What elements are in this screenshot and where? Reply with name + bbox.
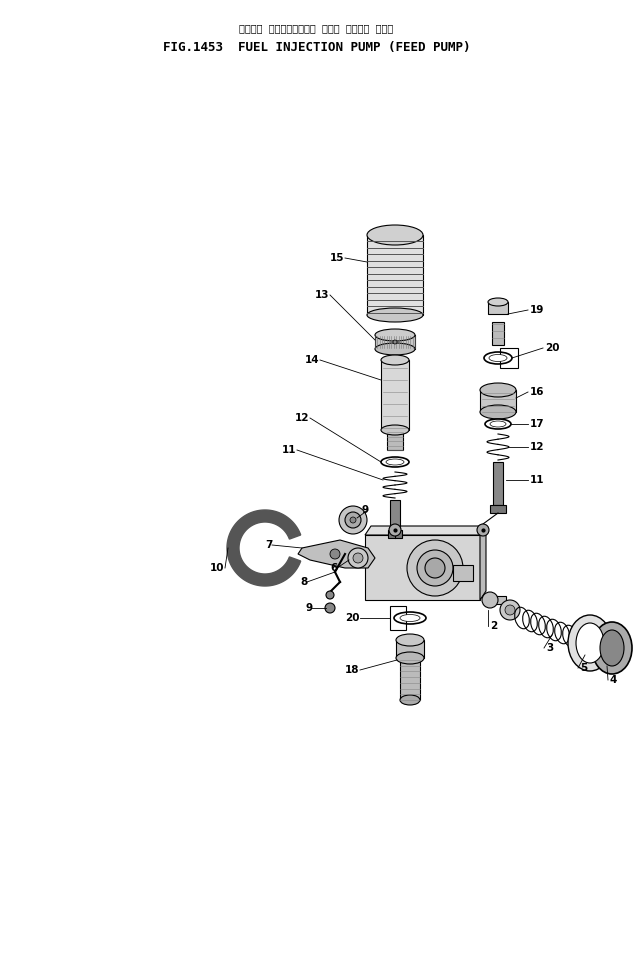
Text: 17: 17 [530, 419, 544, 429]
Text: 4: 4 [610, 675, 617, 685]
Text: 12: 12 [530, 442, 544, 452]
Bar [396, 640, 424, 658]
Text: 7: 7 [265, 540, 272, 550]
Ellipse shape [490, 421, 506, 427]
Text: 10: 10 [210, 563, 225, 573]
Circle shape [407, 540, 463, 596]
Bar [390, 606, 406, 630]
Text: FIG.1453  FUEL INJECTION PUMP (FEED PUMP): FIG.1453 FUEL INJECTION PUMP (FEED PUMP) [163, 42, 470, 55]
Ellipse shape [592, 622, 632, 674]
Text: 15: 15 [330, 253, 344, 263]
Ellipse shape [488, 298, 508, 306]
Circle shape [350, 517, 356, 523]
Text: 5: 5 [580, 663, 587, 673]
Ellipse shape [396, 634, 424, 646]
Text: 3: 3 [546, 643, 553, 653]
Bar [381, 360, 409, 430]
Text: 9: 9 [305, 603, 312, 613]
Text: 8: 8 [300, 577, 307, 587]
Text: 20: 20 [345, 613, 360, 623]
Bar [493, 462, 503, 505]
Circle shape [330, 549, 340, 559]
Ellipse shape [480, 383, 516, 397]
Circle shape [500, 600, 520, 620]
Ellipse shape [381, 457, 409, 467]
Circle shape [393, 340, 397, 344]
Bar [387, 430, 403, 450]
Ellipse shape [367, 308, 423, 322]
Ellipse shape [367, 225, 423, 245]
Text: 12: 12 [295, 413, 310, 423]
Ellipse shape [396, 652, 424, 664]
Ellipse shape [576, 623, 604, 663]
Text: 18: 18 [345, 665, 360, 675]
Bar [484, 596, 506, 604]
Ellipse shape [375, 329, 415, 341]
Ellipse shape [400, 615, 420, 621]
Text: 11: 11 [282, 445, 296, 455]
Bar [453, 565, 473, 581]
Circle shape [389, 524, 401, 536]
Bar [388, 530, 402, 538]
Circle shape [348, 548, 368, 568]
Text: 13: 13 [315, 290, 330, 300]
Bar [500, 348, 518, 368]
Ellipse shape [485, 419, 511, 429]
Ellipse shape [386, 459, 404, 465]
Circle shape [477, 524, 489, 536]
Ellipse shape [394, 612, 426, 624]
Ellipse shape [400, 695, 420, 705]
Circle shape [482, 592, 498, 608]
Polygon shape [365, 535, 480, 600]
Ellipse shape [600, 630, 624, 666]
Polygon shape [365, 526, 486, 535]
Ellipse shape [484, 352, 512, 364]
Bar [367, 235, 423, 315]
Text: 9: 9 [362, 505, 369, 515]
Text: 11: 11 [530, 475, 544, 485]
Ellipse shape [480, 405, 516, 419]
Circle shape [505, 605, 515, 615]
Bar [390, 500, 400, 530]
Text: 2: 2 [490, 621, 498, 631]
Text: 20: 20 [545, 343, 560, 353]
Bar [480, 390, 516, 412]
Text: 6: 6 [330, 563, 337, 573]
Polygon shape [298, 540, 375, 568]
Text: 19: 19 [530, 305, 544, 315]
Circle shape [326, 591, 334, 599]
Circle shape [425, 558, 445, 578]
Bar [490, 505, 506, 513]
Bar [375, 335, 415, 349]
Polygon shape [227, 510, 301, 586]
Circle shape [339, 506, 367, 534]
Circle shape [325, 603, 335, 613]
Polygon shape [480, 526, 486, 600]
Ellipse shape [381, 425, 409, 435]
Bar [492, 322, 504, 345]
Bar [488, 302, 508, 314]
Circle shape [345, 512, 361, 528]
Circle shape [353, 553, 363, 563]
Text: 16: 16 [530, 387, 544, 397]
Ellipse shape [489, 355, 507, 361]
Ellipse shape [381, 355, 409, 365]
Text: フェエル  インジェクション  ポンプ  フィード  ポンプ: フェエル インジェクション ポンプ フィード ポンプ [239, 23, 394, 33]
Circle shape [417, 550, 453, 586]
Text: 14: 14 [305, 355, 320, 365]
Ellipse shape [375, 343, 415, 355]
Ellipse shape [568, 615, 612, 671]
Bar [400, 658, 420, 700]
